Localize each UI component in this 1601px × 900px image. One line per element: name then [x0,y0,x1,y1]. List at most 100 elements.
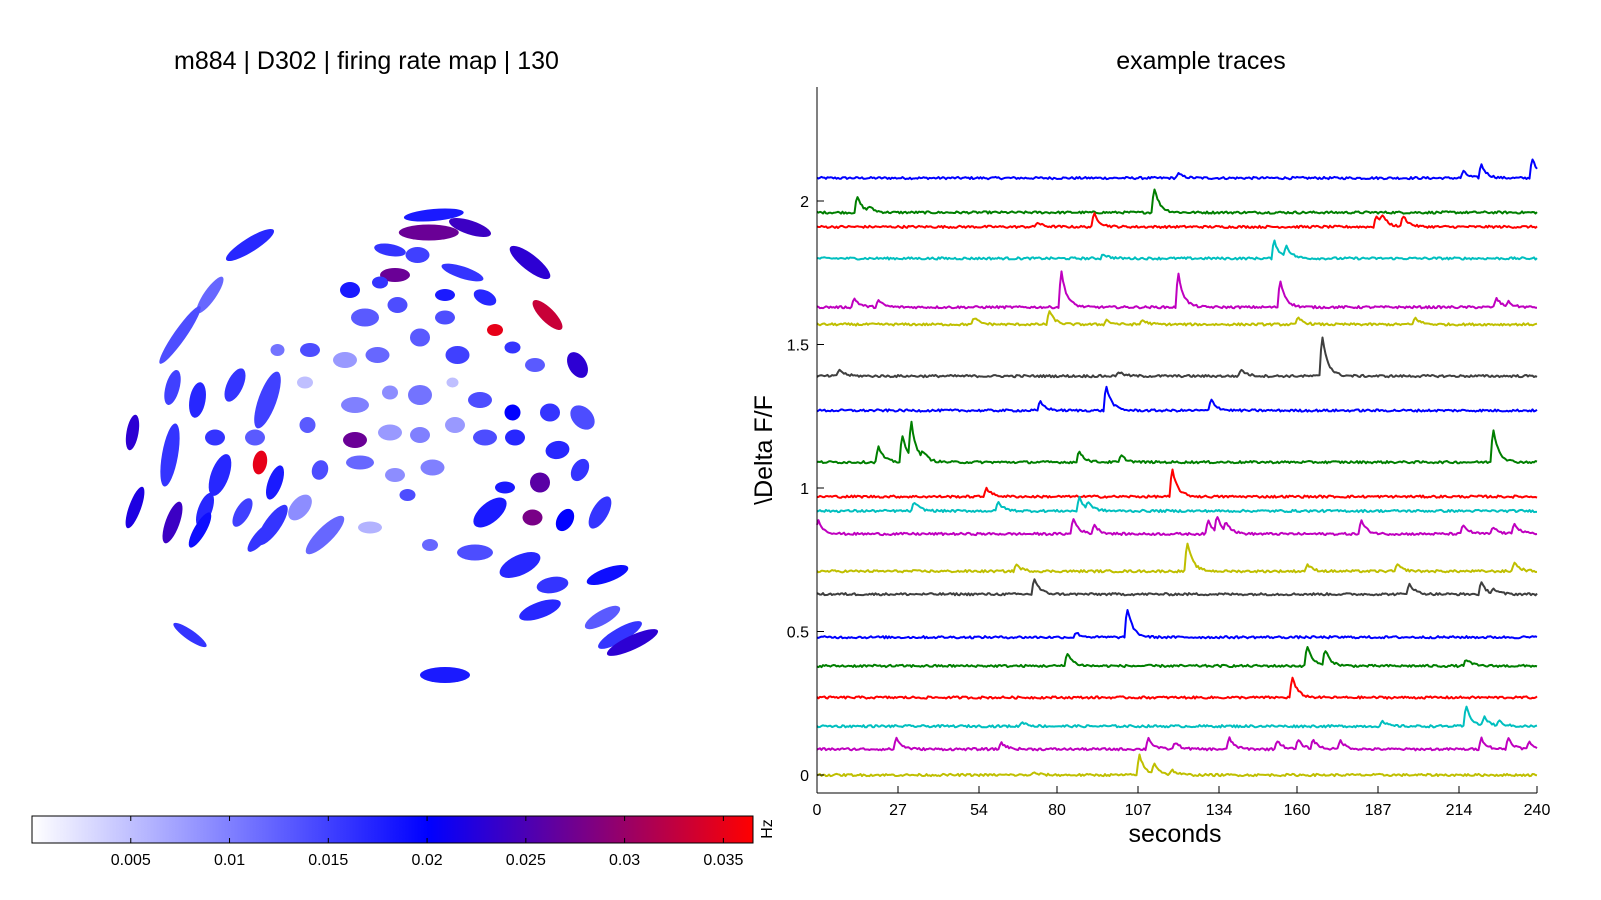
cell-roi-76 [555,508,575,532]
x-tick-label-1: 0 [813,802,822,819]
trace-line-7 [816,336,1538,379]
trace-line-20 [816,753,1538,778]
cell-roi-10 [340,282,360,298]
y-tick-label-1: 0 [800,768,809,785]
x-tick-label-10: 240 [1524,802,1551,819]
cell-roi-2 [398,224,459,241]
cell-roi-33 [254,371,281,429]
colorbar-tick-label-1: 0.005 [111,852,151,869]
cell-roi-68 [232,498,253,527]
cell-roi-39 [468,392,492,408]
cell-roi-7 [405,247,430,263]
cell-roi-42 [570,405,595,430]
cell-roi-14 [532,300,563,330]
cell-roi-84 [586,565,629,585]
cell-roi-41 [540,403,560,422]
trace-line-4 [816,239,1538,261]
trace-line-1 [816,158,1538,181]
cell-roi-64 [570,458,590,482]
cell-roi-66 [162,501,183,544]
colorbar: Hz 0.005 0.01 0.015 0.02 0.025 0.03 0.035 [31,815,776,869]
traces-plot: 0 27 54 80 107 134 160 187 214 240 0 0.5 1 1.5 2 secon… [750,87,1550,848]
cell-roi-21 [270,344,285,356]
cell-roi-48 [343,432,367,448]
cell-roi-44 [160,423,180,487]
y-tick-label-3: 1 [800,481,809,498]
trace-line-8 [816,385,1538,413]
cell-roi-90 [420,667,470,683]
cell-roi-36 [382,385,398,400]
cell-roi-28 [525,358,545,372]
colorbar-tick-label-5: 0.025 [506,852,546,869]
trace-line-10 [816,468,1538,499]
cell-roi-17 [351,308,379,327]
cell-roi-60 [385,468,405,482]
x-tick-label-5: 107 [1125,802,1152,819]
colorbar-tick-label-4: 0.02 [411,852,442,869]
cell-roi-46 [245,429,265,446]
cell-roi-38 [446,377,459,388]
cell-roi-5 [225,229,275,261]
x-tick-label-4: 80 [1048,802,1066,819]
cell-roi-74 [473,497,507,528]
cell-roi-80 [422,539,438,551]
cell-roi-55 [208,454,232,496]
cell-roi-37 [408,385,432,405]
cell-roi-15 [196,276,224,314]
y-tick-label-5: 2 [800,194,809,211]
cell-roi-73 [399,489,416,501]
cell-roi-32 [224,368,246,402]
cell-roi-57 [265,465,285,500]
cell-roi-86 [519,599,561,621]
cell-roi-9 [380,268,410,282]
cell-roi-13 [473,289,497,306]
cell-roi-27 [504,341,521,354]
cell-roi-63 [530,472,550,493]
trace-line-14 [816,578,1538,597]
cell-roi-78 [247,523,273,552]
trace-lines [816,158,1538,778]
cell-roi-8 [441,263,484,282]
cell-roi-40 [504,404,521,421]
x-tick-label-7: 160 [1284,802,1311,819]
cell-roi-62 [495,481,515,494]
cell-roi-22 [300,343,320,357]
colorbar-tick-label-6: 0.03 [609,852,640,869]
trace-line-18 [816,705,1538,729]
cell-roi-52 [473,429,497,446]
cell-roi-4 [509,245,551,280]
cell-roi-20 [487,324,503,336]
x-tick-label-9: 214 [1446,802,1473,819]
cell-roi-11 [372,276,388,289]
cell-roi-51 [445,417,465,433]
colorbar-tick-label-3: 0.015 [308,852,348,869]
cell-roi-81 [457,544,493,561]
trace-line-6 [816,310,1538,327]
cell-roi-30 [164,370,181,405]
trace-line-17 [816,676,1538,700]
cell-roi-82 [499,552,541,578]
trace-line-5 [816,270,1537,310]
cell-roi-77 [588,496,612,529]
cell-roi-83 [536,576,569,594]
firing-rate-map [125,208,659,683]
x-tick-label-6: 134 [1206,802,1233,819]
cell-roi-43 [125,414,140,451]
x-tick-label-2: 27 [889,802,907,819]
trace-line-13 [816,542,1538,574]
cell-roi-54 [545,440,570,460]
cell-roi-61 [420,459,445,476]
trace-axes: 0 27 54 80 107 134 160 187 214 240 0 0.5 1 1.5 2 [787,87,1551,819]
cell-roi-59 [346,455,374,470]
example-traces-title: example traces [1116,47,1286,75]
trace-line-11 [816,495,1537,514]
colorbar-unit-label: Hz [759,819,776,839]
cell-roi-56 [252,450,268,475]
cell-roi-12 [435,289,455,301]
cell-roi-87 [584,605,621,630]
cell-roi-67 [195,492,215,528]
cell-roi-70 [288,494,312,521]
colorbar-tick-label-2: 0.01 [214,852,245,869]
cell-roi-29 [567,352,588,378]
